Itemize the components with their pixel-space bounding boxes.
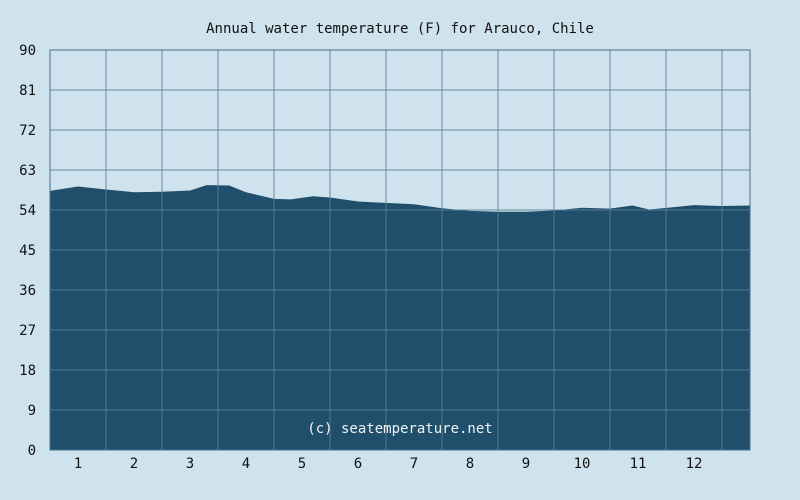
x-tick-label: 5	[298, 456, 306, 472]
x-tick-label: 6	[354, 456, 362, 472]
grid-overlay	[49, 49, 751, 451]
y-tick-label: 54	[19, 203, 36, 219]
x-tick-label: 8	[466, 456, 474, 472]
x-tick-label: 2	[130, 456, 138, 472]
x-tick-label: 1	[74, 456, 82, 472]
x-tick-label: 4	[242, 456, 250, 472]
x-tick-label: 12	[686, 456, 703, 472]
plot-frame	[49, 49, 751, 451]
y-tick-label: 27	[19, 323, 36, 339]
x-tick-label: 7	[410, 456, 418, 472]
x-tick-label: 9	[522, 456, 530, 472]
y-tick-label: 81	[19, 83, 36, 99]
x-tick-label: 3	[186, 456, 194, 472]
chart-title: Annual water temperature (F) for Arauco,…	[206, 21, 594, 37]
y-tick-label: 36	[19, 283, 36, 299]
x-axis-ticks: 1 2 3 4 5 6 7 8 9 10 11 12	[74, 456, 703, 472]
y-tick-label: 72	[19, 123, 36, 139]
y-axis-ticks: 0 9 18 27 36 45 54 63 72 81 90	[19, 43, 36, 459]
y-tick-label: 90	[19, 43, 36, 59]
x-tick-label: 10	[574, 456, 591, 472]
y-tick-label: 9	[28, 403, 36, 419]
watermark-text: (c) seatemperature.net	[307, 421, 492, 437]
series-area	[50, 185, 750, 451]
y-tick-label: 45	[19, 243, 36, 259]
y-tick-label: 18	[19, 363, 36, 379]
y-tick-label: 0	[28, 443, 36, 459]
x-tick-label: 11	[630, 456, 647, 472]
y-tick-label: 63	[19, 163, 36, 179]
